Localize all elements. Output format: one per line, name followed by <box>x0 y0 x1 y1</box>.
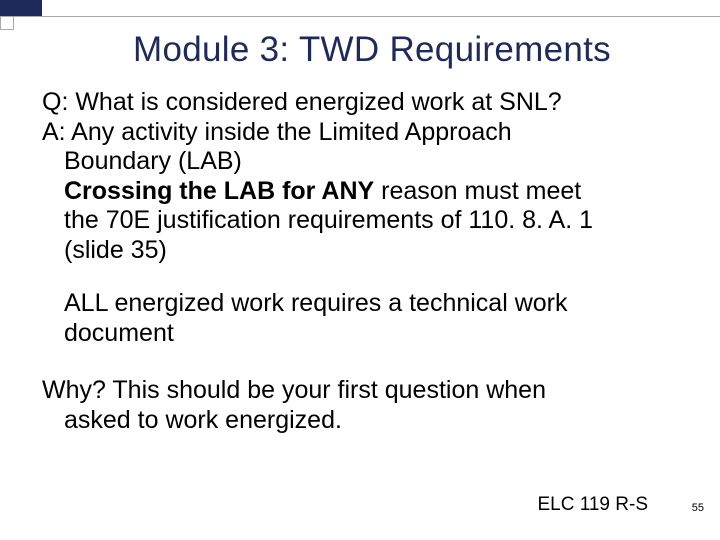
slide-content: Module 3: TWD Requirements Q: What is co… <box>0 0 720 540</box>
answer-line-1: A: Any activity inside the Limited Appro… <box>42 118 684 148</box>
footer-code: ELC 119 R-S <box>537 494 648 516</box>
emphasis-bold-span: Crossing the LAB for ANY <box>64 177 374 205</box>
emphasis-line-1: Crossing the LAB for ANY reason must mee… <box>42 177 684 207</box>
all-work-line-1: ALL energized work requires a technical … <box>42 289 684 319</box>
question-line: Q: What is considered energized work at … <box>42 88 684 118</box>
emphasis-rest-span: reason must meet <box>374 177 581 205</box>
why-line-2: asked to work energized. <box>42 406 684 436</box>
emphasis-line-3: (slide 35) <box>42 236 684 266</box>
slide-title: Module 3: TWD Requirements <box>36 30 684 70</box>
body-text: Q: What is considered energized work at … <box>42 88 684 435</box>
spacer <box>42 265 684 289</box>
why-line-1: Why? This should be your first question … <box>42 376 684 406</box>
emphasis-line-2: the 70E justification requirements of 11… <box>42 206 684 236</box>
slide-number: 55 <box>692 502 704 514</box>
spacer <box>42 348 684 376</box>
all-work-line-2: document <box>42 319 684 349</box>
answer-line-2: Boundary (LAB) <box>42 147 684 177</box>
